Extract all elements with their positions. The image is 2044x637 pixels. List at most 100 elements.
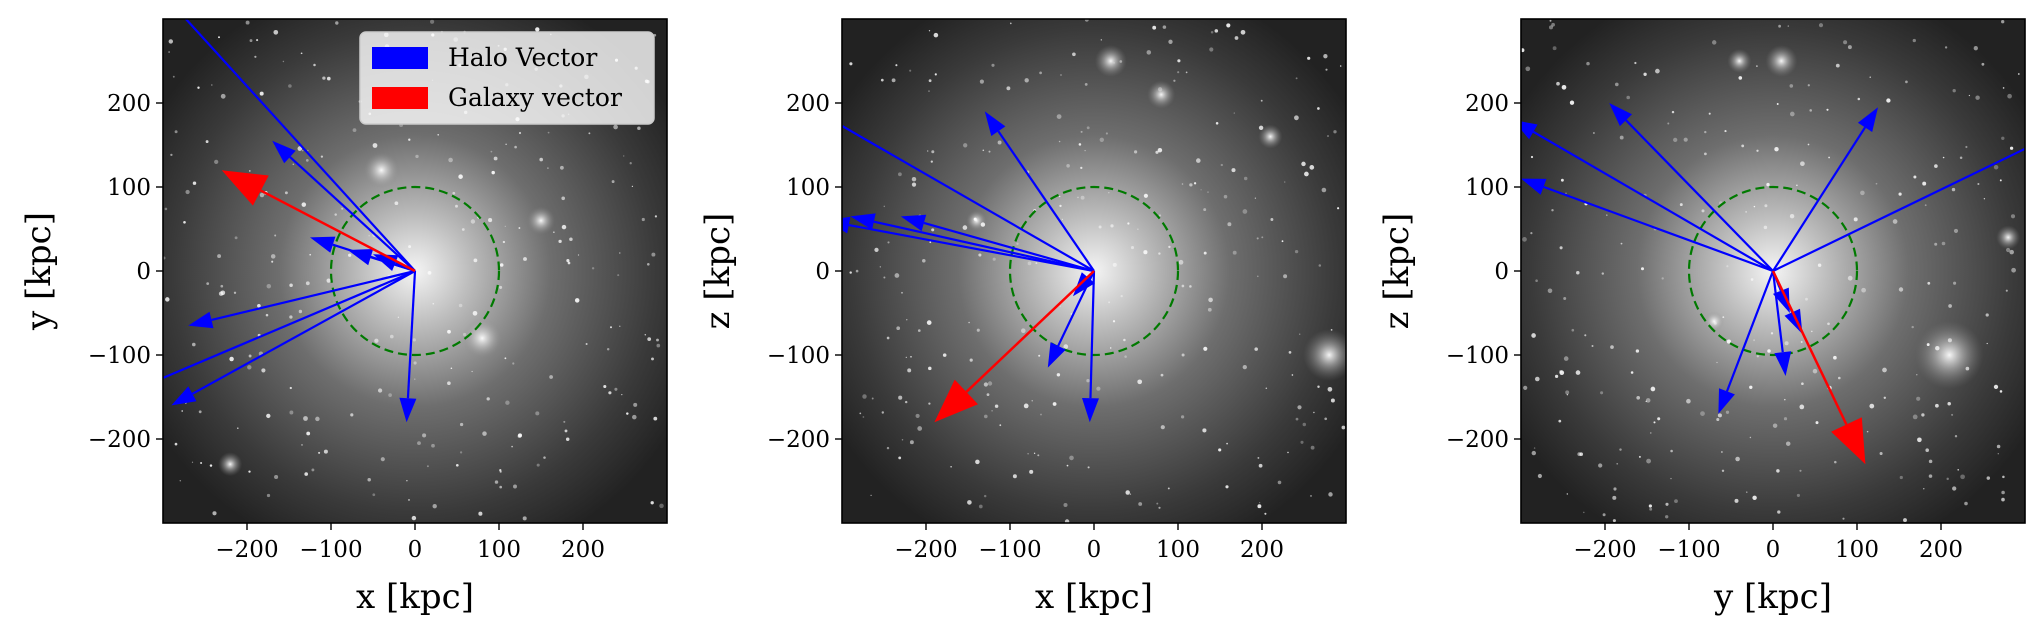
- subhalo-dot: [1291, 374, 1294, 376]
- subhalo-dot: [994, 404, 999, 408]
- subhalo-dot: [1240, 29, 1246, 35]
- subhalo-dot: [1310, 494, 1312, 497]
- subhalo-dot: [307, 149, 309, 152]
- subhalo-dot: [1643, 72, 1647, 76]
- subhalo-dot: [1875, 182, 1878, 185]
- subhalo-dot: [1665, 502, 1669, 506]
- subhalo-dot: [490, 150, 493, 153]
- subhalo-dot: [432, 504, 437, 509]
- subhalo-dot: [1119, 60, 1123, 63]
- panel-xz: −200 −100 0 100 200 −200 −100 0 100 200 x [kpc] z […: [698, 18, 1347, 617]
- halo-vector-shaft: [848, 223, 1095, 273]
- subhalo-dot: [1309, 165, 1315, 170]
- subhalo-dot: [566, 259, 570, 263]
- subhalo-dot: [2002, 87, 2005, 89]
- subhalo-dot: [1283, 181, 1286, 183]
- subhalo-dot: [1304, 171, 1309, 177]
- subhalo-dot: [2001, 497, 2005, 502]
- subhalo-dot: [1127, 222, 1130, 225]
- subhalo-dot: [191, 461, 194, 463]
- subhalo-dot: [926, 320, 932, 325]
- subhalo-dot: [1534, 376, 1540, 382]
- subhalo-dot: [1923, 488, 1925, 490]
- subhalo-dot: [1752, 495, 1757, 501]
- halo-vector-head: [1082, 398, 1099, 423]
- subhalo-dot: [447, 329, 451, 334]
- subhalo-dot: [879, 266, 881, 268]
- subhalo-dot: [1063, 344, 1069, 349]
- subhalo-dot: [1612, 519, 1616, 523]
- subhalo-dot: [249, 170, 251, 172]
- subhalo-dot: [1158, 506, 1161, 509]
- subhalo-dot: [427, 271, 432, 275]
- subhalo-dot: [233, 291, 237, 294]
- halo-vector-shaft: [1532, 130, 1774, 272]
- subhalo-dot: [1576, 270, 1580, 275]
- subhalo-dot: [591, 267, 595, 270]
- subhalo-dot: [1207, 191, 1209, 193]
- subhalo-dot: [2010, 214, 2016, 219]
- subhalo-dot: [1977, 182, 1980, 186]
- x-axis-label: y [kpc]: [1713, 577, 1832, 617]
- subhalo-dot: [967, 500, 972, 505]
- subhalo-dot: [1299, 333, 1301, 335]
- subhalo-dot: [1941, 241, 1946, 246]
- subhalo-dot: [305, 159, 309, 162]
- subhalo-dot: [1189, 183, 1193, 187]
- subhalo-dot: [1265, 387, 1268, 389]
- subhalo-blob: [966, 210, 987, 231]
- subhalo-dot: [1337, 207, 1340, 210]
- y-axis-label: y [kpc]: [19, 212, 59, 331]
- subhalo-dot: [896, 326, 901, 331]
- subhalo-dot: [2009, 146, 2014, 150]
- subhalo-dot: [651, 252, 656, 257]
- subhalo-dot: [1109, 347, 1112, 349]
- subhalo-dot: [1549, 19, 1552, 22]
- subhalo-dot: [1297, 405, 1302, 410]
- subhalo-dot: [1099, 137, 1104, 142]
- subhalo-dot: [462, 332, 467, 337]
- subhalo-dot: [1999, 390, 2003, 393]
- subhalo-dot: [1986, 476, 1991, 480]
- x-tick-label: 0: [408, 537, 423, 563]
- subhalo-dot: [983, 414, 988, 419]
- subhalo-dot: [975, 459, 980, 465]
- subhalo-dot: [1645, 400, 1647, 403]
- subhalo-dot: [1552, 46, 1557, 51]
- galaxy-vector-head: [934, 379, 978, 423]
- subhalo-dot: [214, 159, 219, 165]
- subhalo-dot: [1711, 40, 1717, 45]
- subhalo-dot: [415, 154, 419, 159]
- subhalo-dot: [518, 131, 522, 135]
- subhalo-dot: [585, 342, 588, 346]
- subhalo-dot: [491, 170, 495, 175]
- legend-box: [359, 31, 655, 125]
- subhalo-dot: [928, 90, 930, 92]
- subhalo-dot: [1551, 208, 1554, 212]
- subhalo-dot: [1898, 287, 1904, 292]
- subhalo-dot: [499, 285, 503, 289]
- subhalo-dot: [905, 356, 907, 359]
- subhalo-dot: [1968, 94, 1971, 97]
- subhalo-dot: [1898, 192, 1902, 196]
- subhalo-dot: [1799, 404, 1805, 410]
- subhalo-dot: [1257, 275, 1259, 278]
- subhalo-blob: [1094, 45, 1127, 77]
- subhalo-dot: [973, 217, 977, 221]
- subhalo-dot: [447, 381, 451, 386]
- subhalo-dot: [1882, 367, 1887, 373]
- subhalo-dot: [482, 431, 487, 436]
- subhalo-dot: [1753, 205, 1756, 208]
- halo-vector-head: [1521, 121, 1538, 140]
- halo-vector-head: [1784, 308, 1803, 334]
- subhalo-dot: [380, 457, 385, 462]
- subhalo-dot: [644, 334, 647, 336]
- subhalo-dot: [1947, 402, 1951, 406]
- subhalo-dot: [1704, 130, 1707, 134]
- subhalo-dot: [1193, 182, 1197, 185]
- subhalo-dot: [567, 261, 571, 265]
- subhalo-dot: [983, 382, 989, 387]
- subhalo-dot: [1254, 347, 1258, 351]
- subhalo-dot: [1270, 218, 1274, 221]
- subhalo-dot: [390, 334, 394, 339]
